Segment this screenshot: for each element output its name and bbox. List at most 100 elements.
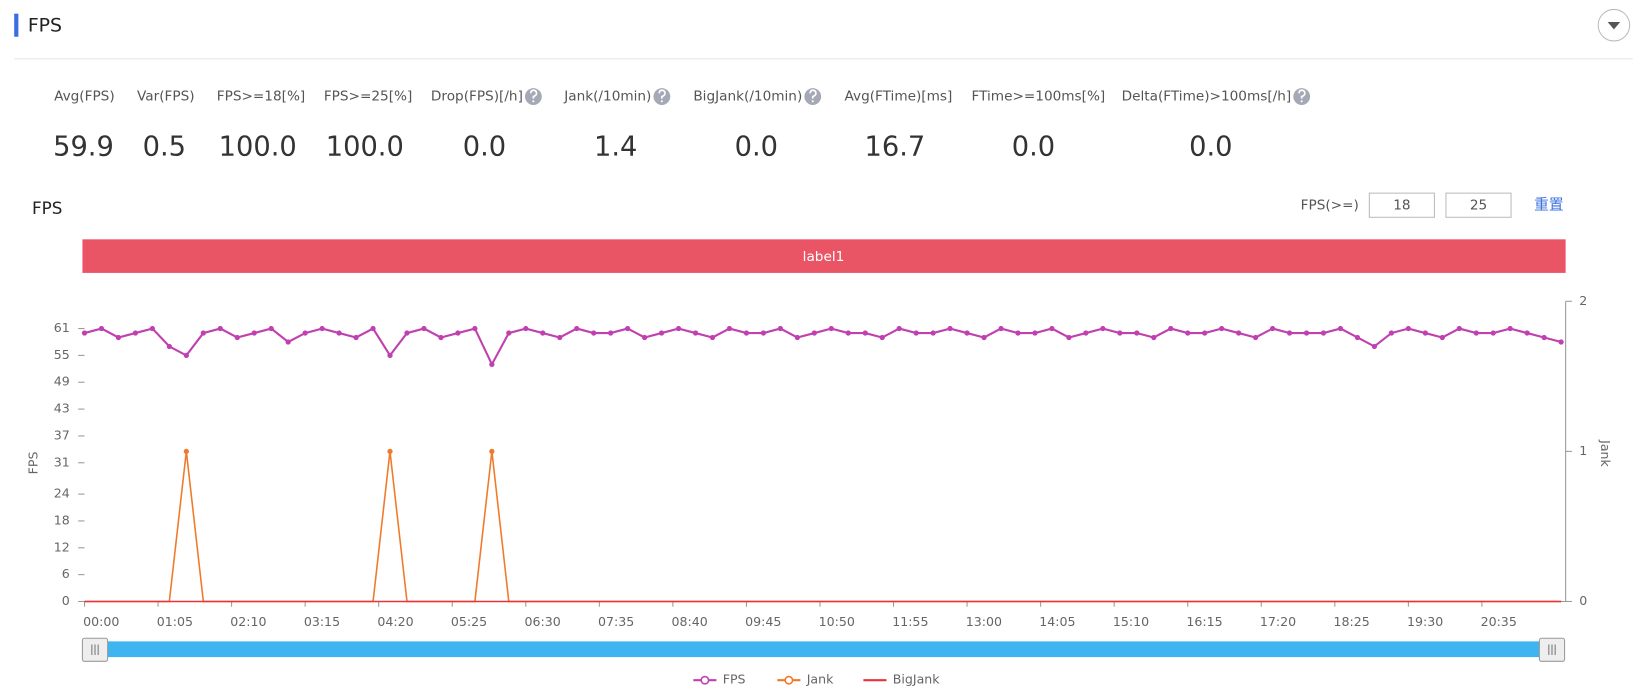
data-point <box>777 325 784 332</box>
data-point <box>1117 330 1123 336</box>
data-point <box>1219 325 1225 332</box>
metric-label: FTime>=100ms[%] <box>972 89 1106 105</box>
x-tick-label: 10:50 <box>819 614 855 629</box>
x-tick-label: 02:10 <box>230 614 266 629</box>
x-tick-label: 15:10 <box>1113 614 1149 629</box>
help-icon[interactable] <box>1293 88 1311 105</box>
data-point <box>1286 330 1293 336</box>
collapse-button[interactable] <box>1597 8 1631 42</box>
data-point <box>506 330 512 336</box>
y-tick-label: 6 <box>62 566 70 581</box>
help-glyph <box>529 89 538 99</box>
help-dot <box>811 100 814 103</box>
x-tick-label: 08:40 <box>672 614 708 629</box>
x-tick-label: 09:45 <box>745 614 781 629</box>
data-point <box>268 325 274 332</box>
filter-input[interactable]: 18 <box>1368 192 1435 218</box>
data-point <box>794 334 800 341</box>
x-tick-label: 13:00 <box>966 614 1002 629</box>
filter-input-text: 18 <box>1393 198 1410 214</box>
data-point <box>421 325 427 332</box>
data-point <box>1558 339 1564 345</box>
metric-value: 59.9 <box>53 132 114 163</box>
x-tick-label: 18:25 <box>1333 614 1369 629</box>
help-icon[interactable] <box>653 88 671 105</box>
x-tick-label: 11:55 <box>892 614 928 629</box>
filter-input[interactable]: 25 <box>1445 192 1512 218</box>
help-icon[interactable] <box>804 88 822 105</box>
data-point <box>1100 325 1106 332</box>
legend-marker <box>700 675 710 685</box>
data-point <box>1151 334 1157 341</box>
help-glyph <box>809 89 817 99</box>
data-point <box>981 334 987 341</box>
metric-value: 0.5 <box>143 132 186 163</box>
band-label: label1 <box>803 249 845 265</box>
metric-value: 0.0 <box>463 132 506 163</box>
x-tick-label: 20:35 <box>1481 614 1517 629</box>
data-point <box>930 330 936 336</box>
metric-value: 100.0 <box>326 132 404 163</box>
data-point <box>828 325 834 332</box>
metric-label: Var(FPS) <box>137 89 195 105</box>
help-glyph <box>658 89 666 99</box>
data-point <box>387 448 393 454</box>
data-point <box>1236 330 1242 336</box>
x-tick-label: 05:25 <box>451 614 487 629</box>
data-point <box>183 352 189 359</box>
data-point <box>1337 325 1344 332</box>
x-tick-label: 17:20 <box>1260 614 1296 629</box>
y2-axis-title: Jank <box>1598 439 1613 467</box>
data-point <box>166 343 172 350</box>
reset-link[interactable]: 重置 <box>1534 197 1563 214</box>
data-point <box>81 330 88 336</box>
x-tick-label: 00:00 <box>83 614 119 629</box>
data-point <box>1473 330 1479 336</box>
y-tick-label: 49 <box>54 374 70 389</box>
data-point <box>726 325 733 332</box>
data-point <box>285 339 291 345</box>
series-line <box>84 327 1562 367</box>
data-point <box>862 330 868 336</box>
data-point <box>1202 330 1208 336</box>
data-point <box>370 325 376 332</box>
data-point <box>1083 330 1089 336</box>
data-point <box>302 330 308 336</box>
data-point <box>523 325 529 332</box>
help-icon[interactable] <box>524 88 542 105</box>
data-point <box>149 325 156 332</box>
y-tick-label: 24 <box>54 486 70 501</box>
data-point <box>1252 334 1259 341</box>
x-tick-label: 03:15 <box>304 614 340 629</box>
metric-label: Drop(FPS)[/h] <box>431 89 523 105</box>
data-point <box>540 330 546 336</box>
data-point <box>998 325 1004 332</box>
x-tick-label: 07:35 <box>598 614 634 629</box>
data-point <box>438 334 444 341</box>
data-point <box>608 330 614 336</box>
zoom-slider[interactable] <box>81 637 1566 662</box>
legend-label: Jank <box>806 672 834 687</box>
help-dot <box>532 100 535 103</box>
data-point <box>1422 330 1428 336</box>
data-point <box>489 361 495 367</box>
data-point <box>1507 325 1513 332</box>
data-point <box>625 325 631 332</box>
data-point <box>1541 334 1547 341</box>
data-point <box>692 330 699 336</box>
metric-label: FPS>=25[%] <box>324 89 412 105</box>
y-tick-label: 0 <box>62 593 70 608</box>
y-tick-label: 18 <box>54 512 70 527</box>
data-point <box>217 325 223 332</box>
y-tick-label: 55 <box>54 347 70 362</box>
data-point <box>743 330 750 336</box>
panel-title: FPS <box>28 15 62 37</box>
filter-input-text: 25 <box>1470 198 1487 214</box>
data-point <box>251 330 257 336</box>
data-point <box>896 325 902 332</box>
data-point <box>1490 330 1496 336</box>
data-point <box>319 325 325 332</box>
metric-value: 0.0 <box>1189 132 1232 163</box>
data-point <box>183 448 189 454</box>
help-glyph <box>1298 89 1306 99</box>
